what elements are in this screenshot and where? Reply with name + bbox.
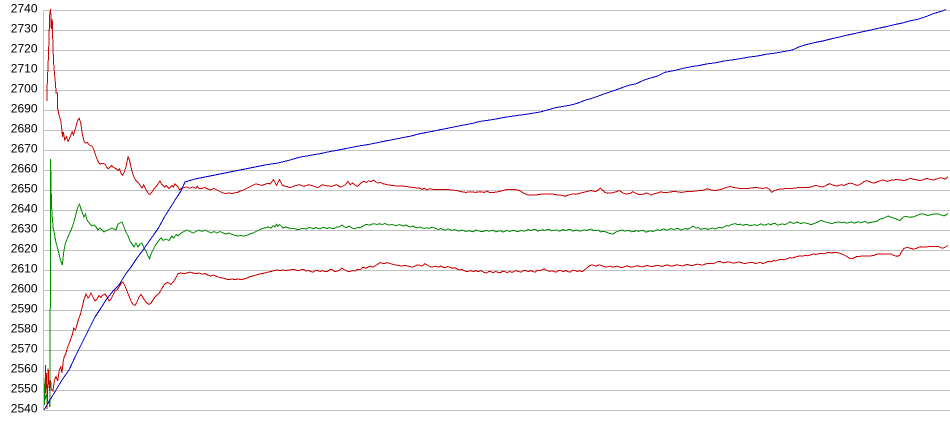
svg-text:2620: 2620 [11,242,38,256]
svg-text:2690: 2690 [11,102,38,116]
svg-text:2730: 2730 [11,22,38,36]
svg-text:2570: 2570 [11,342,38,356]
svg-text:2710: 2710 [11,62,38,76]
svg-text:2540: 2540 [11,402,38,416]
svg-text:2640: 2640 [11,202,38,216]
svg-text:2590: 2590 [11,302,38,316]
svg-text:2650: 2650 [11,182,38,196]
svg-text:2550: 2550 [11,382,38,396]
svg-text:2600: 2600 [11,282,38,296]
svg-text:2720: 2720 [11,42,38,56]
svg-text:2680: 2680 [11,122,38,136]
svg-text:2670: 2670 [11,142,38,156]
svg-text:2580: 2580 [11,322,38,336]
svg-text:2740: 2740 [11,2,38,16]
svg-text:2610: 2610 [11,262,38,276]
svg-text:2560: 2560 [11,362,38,376]
svg-text:2630: 2630 [11,222,38,236]
svg-text:2660: 2660 [11,162,38,176]
svg-text:2700: 2700 [11,82,38,96]
